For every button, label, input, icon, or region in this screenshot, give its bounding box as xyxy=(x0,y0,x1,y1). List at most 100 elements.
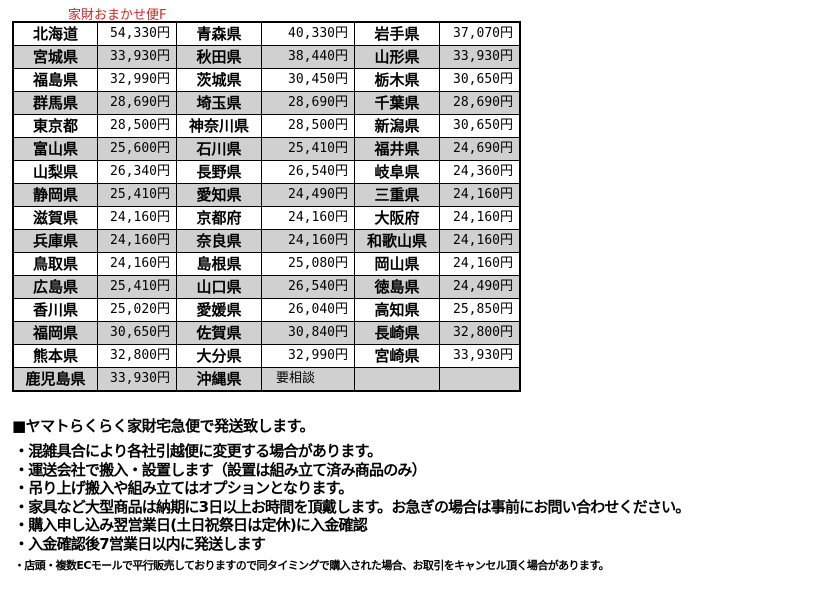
prefecture-cell: 山形県 xyxy=(354,45,440,69)
table-row: 北海道 54,330円 青森県 40,330円 岩手県 37,070円 xyxy=(12,21,521,46)
prefecture-cell xyxy=(354,367,440,392)
price-cell: 38,440円 xyxy=(261,45,355,69)
prefecture-cell: 熊本県 xyxy=(12,344,98,368)
price-cell: 24,160円 xyxy=(439,183,521,207)
price-cell: 24,690円 xyxy=(439,137,521,161)
price-cell: 32,800円 xyxy=(97,344,177,368)
price-cell xyxy=(439,367,521,392)
prefecture-cell: 栃木県 xyxy=(354,68,440,92)
price-cell: 28,500円 xyxy=(261,114,355,138)
prefecture-cell: 三重県 xyxy=(354,183,440,207)
price-cell: 40,330円 xyxy=(261,21,355,46)
price-cell: 30,650円 xyxy=(439,114,521,138)
price-cell: 30,650円 xyxy=(439,68,521,92)
price-cell: 24,160円 xyxy=(261,229,355,253)
price-cell: 25,410円 xyxy=(97,183,177,207)
prefecture-cell: 広島県 xyxy=(12,275,98,299)
prefecture-cell: 岡山県 xyxy=(354,252,440,276)
table-row: 静岡県 25,410円 愛知県 24,490円 三重県 24,160円 xyxy=(12,183,521,207)
price-cell: 37,070円 xyxy=(439,21,521,46)
table-row: 広島県 25,410円 山口県 26,540円 徳島県 24,490円 xyxy=(12,275,521,299)
price-cell: 24,160円 xyxy=(439,229,521,253)
prefecture-cell: 奈良県 xyxy=(176,229,262,253)
price-cell: 25,850円 xyxy=(439,298,521,322)
price-cell: 24,160円 xyxy=(439,252,521,276)
price-cell: 26,540円 xyxy=(261,275,355,299)
price-cell: 33,930円 xyxy=(439,344,521,368)
table-row: 宮城県 33,930円 秋田県 38,440円 山形県 33,930円 xyxy=(12,45,521,69)
table-row: 鹿児島県 33,930円 沖縄県 要相談 xyxy=(12,367,521,392)
prefecture-cell: 愛媛県 xyxy=(176,298,262,322)
price-cell: 30,450円 xyxy=(261,68,355,92)
price-cell: 24,160円 xyxy=(97,229,177,253)
prefecture-cell: 兵庫県 xyxy=(12,229,98,253)
prefecture-cell: 群馬県 xyxy=(12,91,98,115)
prefecture-cell: 青森県 xyxy=(176,21,262,46)
prefecture-cell: 長崎県 xyxy=(354,321,440,345)
price-cell: 25,600円 xyxy=(97,137,177,161)
price-cell: 26,040円 xyxy=(261,298,355,322)
price-cell: 28,500円 xyxy=(97,114,177,138)
prefecture-cell: 愛知県 xyxy=(176,183,262,207)
prefecture-cell: 福井県 xyxy=(354,137,440,161)
prefecture-cell: 滋賀県 xyxy=(12,206,98,230)
prefecture-cell: 高知県 xyxy=(354,298,440,322)
price-cell: 26,540円 xyxy=(261,160,355,184)
prefecture-cell: 福岡県 xyxy=(12,321,98,345)
price-cell: 25,080円 xyxy=(261,252,355,276)
table-row: 鳥取県 24,160円 島根県 25,080円 岡山県 24,160円 xyxy=(12,252,521,276)
prefecture-cell: 茨城県 xyxy=(176,68,262,92)
price-cell: 28,690円 xyxy=(97,91,177,115)
prefecture-cell: 新潟県 xyxy=(354,114,440,138)
prefecture-cell: 宮崎県 xyxy=(354,344,440,368)
prefecture-cell: 京都府 xyxy=(176,206,262,230)
price-cell: 28,690円 xyxy=(261,91,355,115)
table-row: 滋賀県 24,160円 京都府 24,160円 大阪府 24,160円 xyxy=(12,206,521,230)
prefecture-cell: 千葉県 xyxy=(354,91,440,115)
prefecture-cell: 岩手県 xyxy=(354,21,440,46)
prefecture-cell: 静岡県 xyxy=(12,183,98,207)
note-item: ・家具など大型商品は納期に3日以上お時間を頂戴します。お急ぎの場合は事前にお問い… xyxy=(14,497,690,516)
prefecture-cell: 福島県 xyxy=(12,68,98,92)
table-row: 兵庫県 24,160円 奈良県 24,160円 和歌山県 24,160円 xyxy=(12,229,521,253)
price-cell: 25,020円 xyxy=(97,298,177,322)
note-item: ・入金確認後7営業日以内に発送します xyxy=(14,534,266,553)
prefecture-cell: 岐阜県 xyxy=(354,160,440,184)
price-cell: 24,160円 xyxy=(97,252,177,276)
note-item: ・吊り上げ搬入や組み立てはオプションとなります。 xyxy=(14,479,353,497)
price-cell: 32,990円 xyxy=(97,68,177,92)
prefecture-cell: 北海道 xyxy=(12,21,98,46)
prefecture-cell: 徳島県 xyxy=(354,275,440,299)
footnote: ・店頭・複数ECモールで平行販売しておりますので同タイミングで購入された場合、お… xyxy=(14,559,610,572)
prefecture-cell: 石川県 xyxy=(176,137,262,161)
service-name-caption: 家財おまかせ便F xyxy=(68,8,167,23)
prefecture-cell: 香川県 xyxy=(12,298,98,322)
prefecture-cell: 秋田県 xyxy=(176,45,262,69)
price-cell: 33,930円 xyxy=(97,367,177,392)
price-cell: 32,990円 xyxy=(261,344,355,368)
price-cell: 33,930円 xyxy=(97,45,177,69)
shipping-notes-list: ・混雑具合により各社引越便に変更する場合があります。 ・運送会社で搬入・設置しま… xyxy=(14,442,690,553)
prefecture-cell: 山梨県 xyxy=(12,160,98,184)
prefecture-cell: 埼玉県 xyxy=(176,91,262,115)
price-cell: 24,490円 xyxy=(261,183,355,207)
price-cell: 24,490円 xyxy=(439,275,521,299)
table-row: 東京都 28,500円 神奈川県 28,500円 新潟県 30,650円 xyxy=(12,114,521,138)
price-cell: 32,800円 xyxy=(439,321,521,345)
table-row: 富山県 25,600円 石川県 25,410円 福井県 24,690円 xyxy=(12,137,521,161)
prefecture-cell: 長野県 xyxy=(176,160,262,184)
price-cell: 54,330円 xyxy=(97,21,177,46)
price-cell: 24,160円 xyxy=(97,206,177,230)
price-cell: 24,160円 xyxy=(439,206,521,230)
prefecture-cell: 大阪府 xyxy=(354,206,440,230)
prefecture-cell: 鹿児島県 xyxy=(12,367,98,392)
price-cell: 26,340円 xyxy=(97,160,177,184)
table-row: 群馬県 28,690円 埼玉県 28,690円 千葉県 28,690円 xyxy=(12,91,521,115)
price-cell: 30,840円 xyxy=(261,321,355,345)
price-cell: 25,410円 xyxy=(261,137,355,161)
note-item: ・混雑具合により各社引越便に変更する場合があります。 xyxy=(14,442,382,460)
price-cell: 25,410円 xyxy=(97,275,177,299)
prefecture-cell: 山口県 xyxy=(176,275,262,299)
price-cell: 24,360円 xyxy=(439,160,521,184)
table-row: 香川県 25,020円 愛媛県 26,040円 高知県 25,850円 xyxy=(12,298,521,322)
